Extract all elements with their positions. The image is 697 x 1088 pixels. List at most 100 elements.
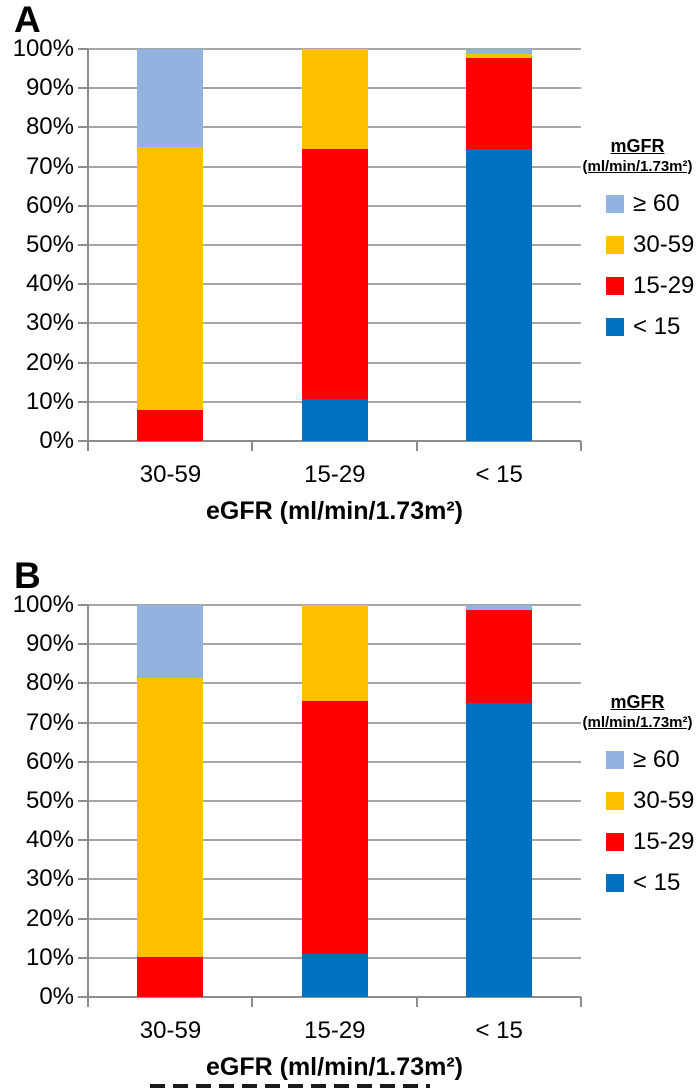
x-tick-mark (580, 441, 582, 451)
legend-entry-label: 30-59 (633, 786, 695, 814)
y-tick-mark (78, 839, 88, 842)
y-tick-mark (78, 721, 88, 724)
x-category-label: 15-29 (304, 461, 366, 488)
bar-segment-3059 (137, 677, 204, 958)
legend-title: mGFR (610, 136, 665, 156)
legend-entry: 30-59 (578, 224, 697, 265)
legend-entry: 15-29 (578, 265, 697, 306)
y-tick-label: 50% (25, 787, 74, 814)
bar-segment-3059 (301, 49, 368, 149)
legend-entry-label: < 15 (633, 312, 681, 340)
legend-entry-label: 15-29 (633, 827, 695, 855)
legend-entry: < 15 (578, 862, 697, 903)
bar-segment-1529 (137, 410, 204, 441)
stacked-bar (137, 49, 204, 441)
legend-entry-label: ≥ 60 (633, 189, 680, 217)
gridline (88, 48, 581, 50)
y-tick-label: 30% (25, 865, 74, 893)
bar-segment-60 (137, 605, 204, 678)
bar-segment-3059 (137, 147, 204, 411)
chart-panel-b: B 100% 90% 80% 70% 60% 50% 40% 30% 20% 10% 0% 30-5… (0, 555, 697, 1088)
x-tick-mark (415, 441, 418, 451)
y-tick-label: 90% (25, 74, 74, 102)
legend-swatch (606, 276, 624, 295)
legend-entry: 15-29 (578, 821, 697, 862)
y-tick-label: 100% (12, 35, 74, 62)
y-tick-mark (78, 800, 88, 802)
x-tick-mark (251, 997, 254, 1007)
x-tick-mark (415, 997, 418, 1007)
y-tick-mark (78, 956, 88, 959)
y-tick-label: 40% (25, 826, 74, 854)
legend-entry: ≥ 60 (578, 183, 697, 224)
gridline (88, 440, 581, 442)
y-tick-mark (78, 604, 88, 606)
x-tick-mark (87, 441, 89, 451)
bar-segment-1529 (301, 700, 368, 955)
x-axis-title-a: eGFR (ml/min/1.73m²) (206, 497, 463, 525)
y-tick-label: 70% (25, 708, 74, 736)
x-category-label: 30-59 (139, 461, 202, 488)
y-tick-label: 90% (25, 630, 74, 658)
y-axis-line (87, 605, 89, 997)
legend-swatch (606, 317, 624, 336)
y-tick-mark (78, 996, 88, 998)
y-tick-label: 40% (25, 270, 74, 298)
legend-swatch (606, 873, 624, 892)
x-category-label: < 15 (475, 1017, 523, 1044)
legend-entries: ≥ 60 30-59 15-29 < 15 (578, 739, 697, 903)
legend-subtitle: (ml/min/1.73m²) (582, 713, 693, 731)
legend-entry-label: ≥ 60 (633, 745, 680, 773)
stacked-bar (301, 605, 368, 997)
legend-swatch (606, 832, 624, 851)
y-tick-mark (78, 760, 88, 763)
y-tick-label: 20% (25, 904, 74, 932)
legend-entry-label: < 15 (633, 868, 681, 896)
y-tick-mark (78, 126, 88, 129)
y-tick-mark (78, 204, 88, 207)
y-tick-mark (78, 917, 88, 920)
y-tick-mark (78, 682, 88, 685)
legend-entry: < 15 (578, 306, 697, 347)
x-axis-title-b: eGFR (ml/min/1.73m²) (206, 1053, 463, 1081)
legend-swatch (606, 791, 624, 810)
stacked-bar (301, 49, 368, 441)
bar-segment-1529 (465, 610, 532, 703)
y-tick-label: 70% (25, 152, 74, 180)
y-tick-label: 20% (25, 348, 74, 376)
y-tick-label: 50% (25, 231, 74, 258)
legend-subtitle: (ml/min/1.73m²) (582, 157, 693, 175)
legend-title: mGFR (610, 692, 665, 712)
y-tick-label: 30% (25, 309, 74, 337)
bar-segment-15 (301, 954, 368, 997)
y-tick-mark (78, 643, 88, 646)
x-tick-mark (251, 441, 254, 451)
plot-area-a (78, 48, 582, 451)
cropped-text-artifact (150, 1084, 430, 1088)
bar-segment-1529 (137, 957, 204, 997)
y-tick-mark (78, 244, 88, 246)
x-category-label: < 15 (475, 461, 523, 488)
y-tick-label: 0% (39, 427, 74, 454)
bar-segment-15 (465, 148, 532, 441)
y-tick-mark (78, 361, 88, 364)
x-tick-mark (580, 997, 582, 1007)
legend-swatch (606, 194, 624, 213)
stacked-bar (465, 49, 532, 441)
bar-segment-60 (465, 49, 532, 54)
x-tick-mark (87, 997, 89, 1007)
y-tick-mark (78, 87, 88, 90)
bar-segment-15 (465, 702, 532, 997)
y-tick-label: 10% (25, 387, 74, 415)
stacked-bar (137, 605, 204, 997)
y-tick-mark (78, 440, 88, 442)
x-category-label: 15-29 (304, 1017, 366, 1044)
bar-segment-15 (301, 399, 368, 441)
y-tick-mark (78, 48, 88, 50)
legend-entry: ≥ 60 (578, 739, 697, 780)
y-axis-line (87, 49, 89, 441)
chart-panel-a: A 100% 90% 80% 70% 60% 50% 40% 30% 20% 10% 0% 30-5… (12, 0, 697, 525)
y-tick-mark (78, 283, 88, 286)
bar-segment-3059 (465, 53, 532, 59)
